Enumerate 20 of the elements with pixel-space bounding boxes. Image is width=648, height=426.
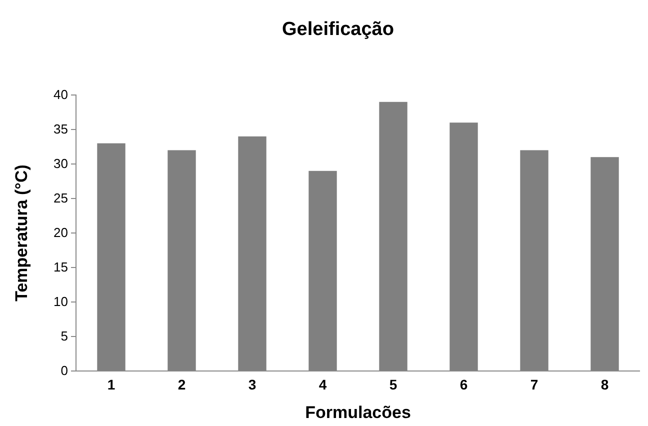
x-tick-label: 4 [318, 376, 327, 392]
y-axis-title: Temperatura (°C) [12, 164, 31, 302]
x-tick-label: 5 [389, 376, 398, 392]
x-tick-label: 8 [600, 376, 609, 392]
y-tick-label: 30 [54, 156, 68, 172]
x-tick-label: 2 [178, 376, 186, 392]
x-axis-title: Formulacões [305, 403, 411, 422]
x-tick-label: 1 [107, 376, 116, 392]
y-tick-label: 25 [54, 190, 68, 206]
y-tick-label: 40 [54, 87, 68, 102]
y-tick-label: 5 [60, 328, 68, 344]
y-tick-label: 10 [54, 294, 68, 310]
y-tick-label: 20 [54, 225, 68, 240]
y-tick-label: 15 [54, 260, 68, 275]
chart-title: Geleificação [282, 19, 394, 40]
y-tick-label: 35 [54, 122, 68, 137]
x-tick-label: 6 [460, 376, 468, 392]
x-tick-label: 3 [248, 376, 256, 392]
y-tick-label: 0 [60, 363, 68, 378]
x-tick-label: 7 [530, 376, 538, 392]
